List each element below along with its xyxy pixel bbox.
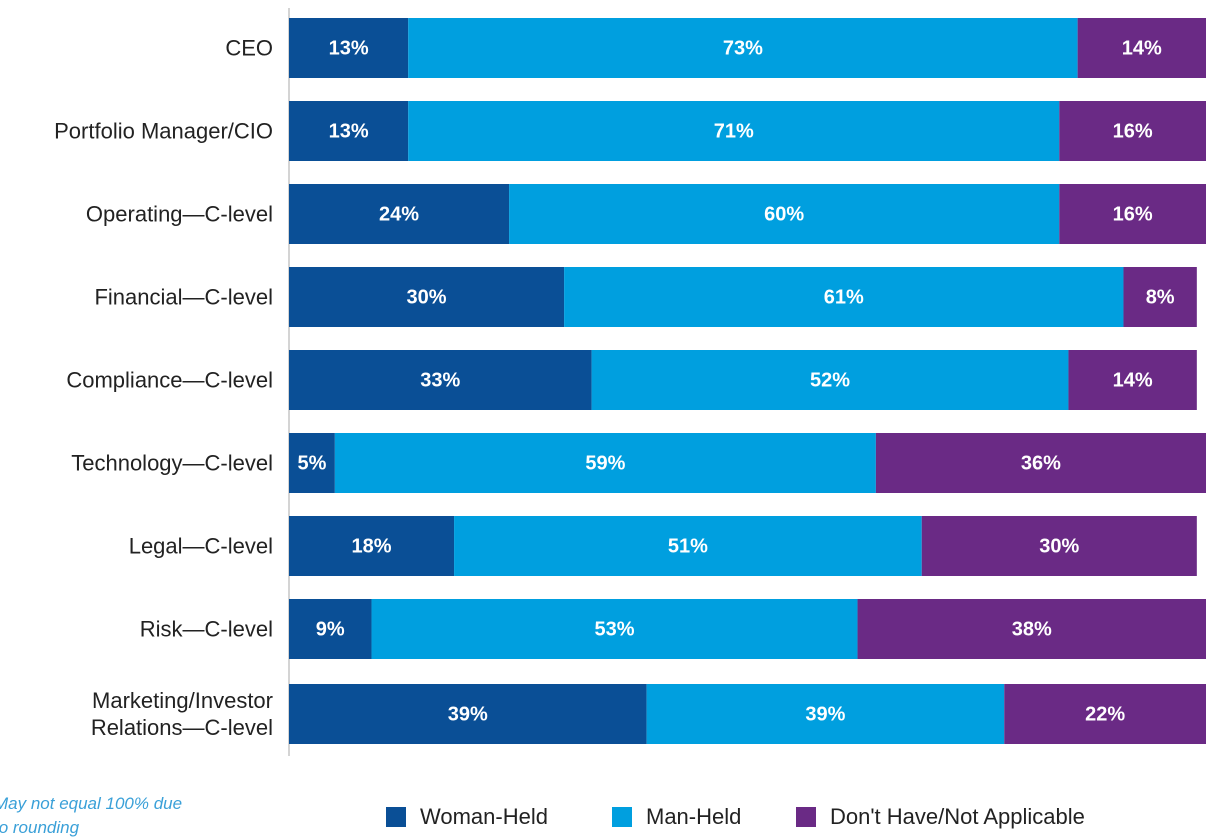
category-label: Legal—C-level: [128, 533, 273, 559]
bar-segment: [1123, 267, 1197, 327]
value-label: 60%: [764, 203, 804, 225]
category-label: Technology—C-level: [71, 450, 273, 476]
bar-segment: [1004, 684, 1206, 744]
category-label: Risk—C-level: [139, 616, 273, 642]
bar-segment: [289, 184, 510, 244]
value-label: 71%: [714, 120, 754, 142]
bar-segment: [334, 433, 876, 493]
value-label: 38%: [1012, 618, 1052, 640]
value-label: 39%: [805, 703, 845, 725]
footnote: May not equal 100% due to rounding: [0, 794, 183, 837]
legend-label: Don't Have/Not Applicable: [830, 804, 1085, 829]
bar-segment: [289, 101, 409, 161]
category-label: Financial—C-level: [94, 284, 273, 310]
value-label: 51%: [668, 535, 708, 557]
bar-segment: [564, 267, 1124, 327]
value-label: 9%: [316, 618, 345, 640]
bar-segment: [408, 18, 1078, 78]
bar-segment: [591, 350, 1069, 410]
value-label: 22%: [1085, 703, 1125, 725]
bar-segment: [454, 516, 922, 576]
value-label: 36%: [1021, 452, 1061, 474]
bar-segment: [289, 684, 647, 744]
bar-segment: [289, 267, 565, 327]
legend-label: Man-Held: [646, 804, 741, 829]
legend-label: Woman-Held: [420, 804, 548, 829]
value-label: 18%: [352, 535, 392, 557]
bar-segment: [646, 684, 1005, 744]
category-label: CEO: [225, 35, 273, 61]
bar-segment: [289, 599, 372, 659]
category-label: Compliance—C-level: [66, 367, 273, 393]
value-label: 24%: [379, 203, 419, 225]
value-label: 14%: [1113, 369, 1153, 391]
value-label: 53%: [595, 618, 635, 640]
value-label: 52%: [810, 369, 850, 391]
value-label: 30%: [407, 286, 447, 308]
bar-segment: [289, 18, 409, 78]
legend-swatch: [612, 807, 632, 827]
bar-segment: [1068, 350, 1197, 410]
bar-segment: [289, 350, 592, 410]
value-label: 33%: [420, 369, 460, 391]
category-label: Portfolio Manager/CIO: [54, 118, 273, 144]
bar-segment: [1077, 18, 1206, 78]
bar-segment: [875, 433, 1206, 493]
value-label: 13%: [329, 120, 369, 142]
value-label: 39%: [448, 703, 488, 725]
bar-segment: [857, 599, 1206, 659]
value-label: 14%: [1122, 37, 1162, 59]
value-label: 59%: [585, 452, 625, 474]
bar-segment: [1059, 101, 1206, 161]
value-label: 16%: [1113, 120, 1153, 142]
bar-segment: [289, 433, 335, 493]
category-label: Operating—C-level: [85, 201, 273, 227]
bar-segment: [509, 184, 1060, 244]
bar-segment: [1059, 184, 1206, 244]
value-label: 13%: [329, 37, 369, 59]
value-label: 61%: [824, 286, 864, 308]
category-label: Marketing/Investor Relations—C-level: [90, 688, 273, 740]
value-label: 73%: [723, 37, 763, 59]
bar-segment: [289, 516, 455, 576]
value-label: 8%: [1146, 286, 1175, 308]
legend-swatch: [386, 807, 406, 827]
bar-segment: [408, 101, 1060, 161]
value-label: 30%: [1039, 535, 1079, 557]
value-label: 5%: [297, 452, 326, 474]
bar-segment: [921, 516, 1197, 576]
value-label: 16%: [1113, 203, 1153, 225]
legend-swatch: [796, 807, 816, 827]
bar-segment: [371, 599, 858, 659]
